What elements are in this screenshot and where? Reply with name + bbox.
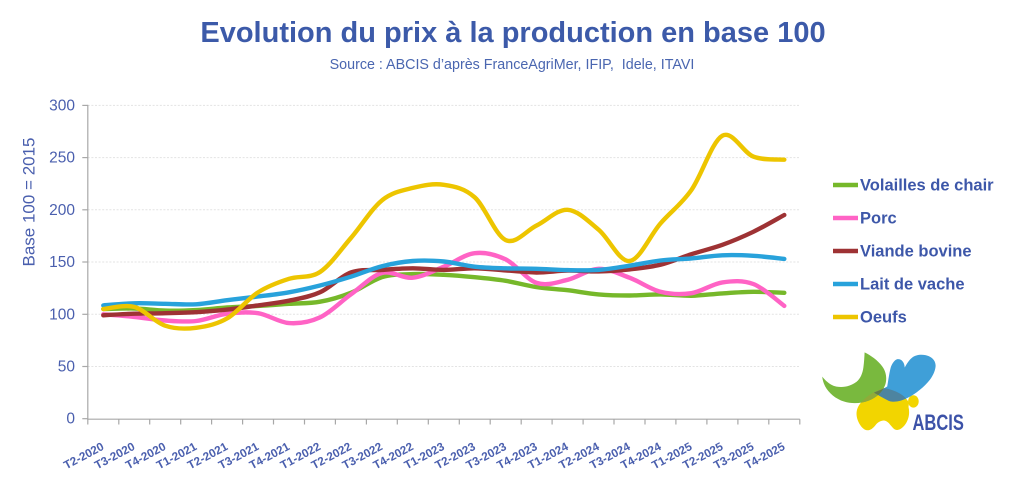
svg-text:250: 250 (49, 150, 75, 167)
svg-text:50: 50 (58, 359, 76, 376)
svg-text:ABCIS: ABCIS (913, 411, 964, 436)
svg-text:0: 0 (66, 411, 75, 428)
svg-text:150: 150 (49, 254, 75, 271)
svg-text:100: 100 (49, 306, 75, 323)
svg-text:Viande bovine: Viande bovine (860, 243, 972, 261)
svg-text:Oeufs: Oeufs (860, 309, 907, 327)
svg-text:Base 100 = 2015: Base 100 = 2015 (20, 137, 39, 266)
svg-text:Evolution du prix à la product: Evolution du prix à la production en bas… (200, 17, 825, 49)
svg-text:Volailles de chair: Volailles de chair (860, 177, 994, 195)
svg-text:Porc: Porc (860, 210, 897, 228)
svg-text:Source : ABCIS d’après FranceA: Source : ABCIS d’après FranceAgriMer, IF… (330, 57, 695, 73)
svg-text:300: 300 (49, 97, 75, 114)
svg-text:Lait de vache: Lait de vache (860, 276, 965, 294)
svg-text:200: 200 (49, 202, 75, 219)
